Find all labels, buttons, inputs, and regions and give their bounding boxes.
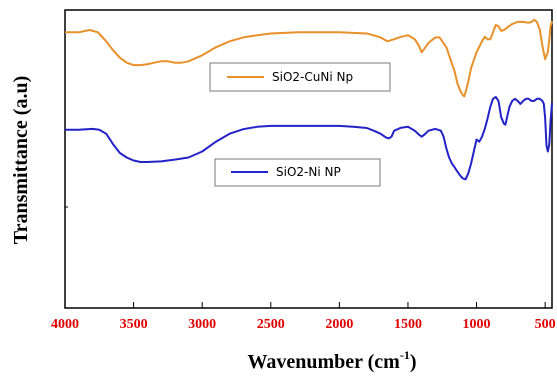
series-line-1: [65, 96, 553, 181]
x-tick-label: 500: [535, 317, 556, 332]
x-tick-label: 3000: [188, 317, 216, 332]
x-tick-label: 3500: [120, 317, 148, 332]
x-tick-label: 2500: [257, 317, 285, 332]
x-axis-title-main: Wavenumber (cm: [247, 351, 400, 373]
series-layer: [65, 18, 553, 181]
x-tick-label: 1500: [394, 317, 422, 332]
legend-ni-label: SiO2-Ni NP: [276, 165, 341, 179]
legend-cuni-label: SiO2-CuNi Np: [272, 70, 353, 84]
x-tick-label: 4000: [51, 317, 79, 332]
x-tick-label: 2000: [325, 317, 353, 332]
legend-cuni: SiO2-CuNi Np: [209, 62, 391, 92]
x-axis-title: Wavenumber (cm-1): [247, 348, 416, 373]
y-axis-title: Transmittance (a.u): [10, 76, 32, 245]
legend-ni: SiO2-Ni NP: [214, 158, 381, 187]
x-axis-title-close: ): [410, 351, 417, 373]
x-axis-ticks: 4000 3500 3000 2500 2000 1500 1000 500: [51, 302, 556, 332]
series-line-0: [65, 18, 553, 98]
x-axis-title-sup: -1: [400, 348, 410, 362]
x-tick-label: 1000: [463, 317, 491, 332]
